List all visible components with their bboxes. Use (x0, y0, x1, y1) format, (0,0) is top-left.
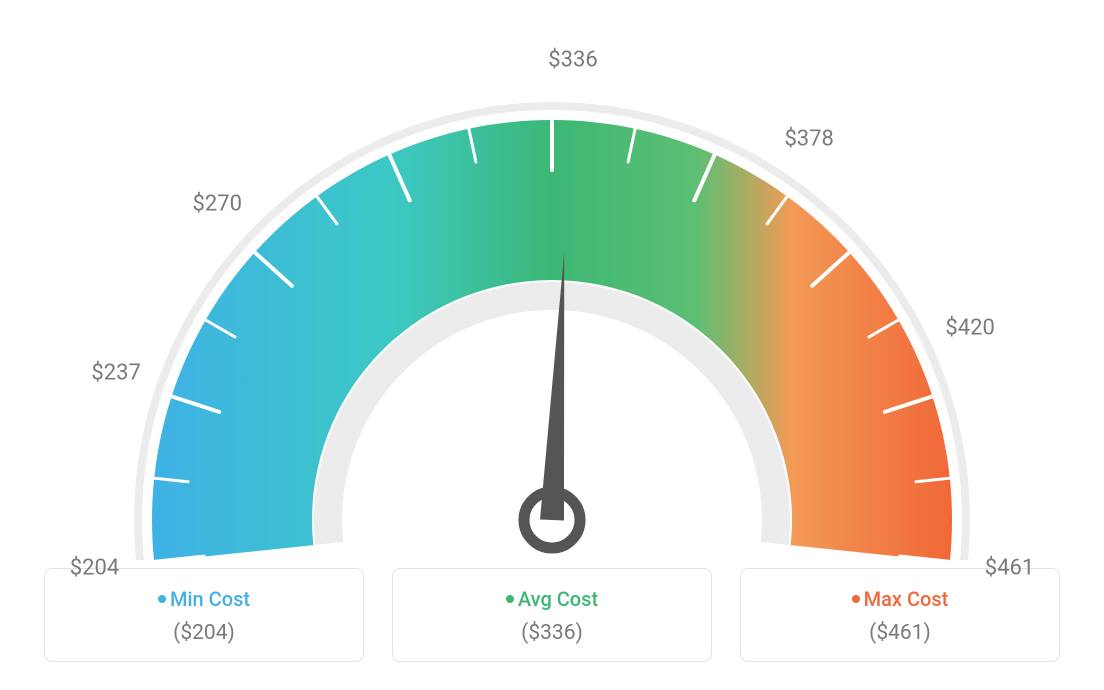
gauge-tick-label: $420 (945, 316, 994, 341)
legend-value-min: ($204) (55, 621, 353, 645)
legend-title-text: Max Cost (864, 587, 949, 611)
legend-value-max: ($461) (751, 621, 1049, 645)
dot-icon (506, 595, 514, 603)
gauge-tick-label: $461 (985, 556, 1034, 581)
legend-title-text: Avg Cost (518, 587, 598, 611)
legend-card-min: Min Cost ($204) (44, 568, 364, 662)
legend-title-max: Max Cost (852, 587, 949, 611)
gauge-tick-label: $237 (91, 360, 140, 385)
legend-title-min: Min Cost (158, 587, 250, 611)
legend-title-text: Min Cost (170, 587, 250, 611)
dot-icon (852, 595, 860, 603)
gauge-chart: $204$237$270$336$378$420$461 (0, 0, 1104, 560)
dot-icon (158, 595, 166, 603)
gauge-tick-label: $378 (784, 126, 833, 151)
gauge-svg (0, 0, 1104, 560)
gauge-tick-label: $204 (70, 556, 119, 581)
legend-card-avg: Avg Cost ($336) (392, 568, 712, 662)
legend-row: Min Cost ($204) Avg Cost ($336) Max Cost… (0, 568, 1104, 662)
legend-title-avg: Avg Cost (506, 587, 598, 611)
gauge-tick-label: $270 (193, 192, 242, 217)
gauge-tick-label: $336 (548, 48, 597, 73)
legend-card-max: Max Cost ($461) (740, 568, 1060, 662)
legend-value-avg: ($336) (403, 621, 701, 645)
